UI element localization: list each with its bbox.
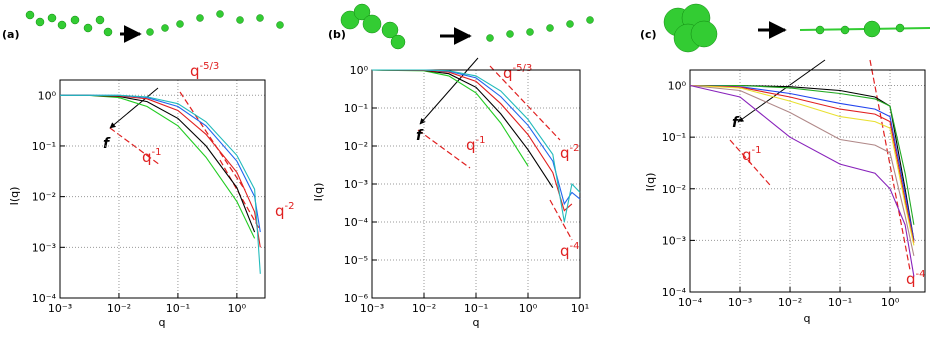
y-tick-label: 10⁻² [662,183,686,196]
y-tick-label: 10⁻³ [32,241,56,254]
x-tick-label: 10⁻¹ [166,302,190,315]
y-tick-label: 10⁻¹ [662,131,686,144]
y-axis-label: I(q) [8,187,21,206]
illustrations [25,3,931,53]
series-line [60,94,261,248]
x-tick-label: 10⁰ [881,296,900,309]
annotation-exp: -4 [916,269,926,280]
series-line [690,84,915,241]
annotation-base: q [906,270,916,288]
x-axis-label: q [804,312,811,325]
y-tick-label: 10⁰ [38,89,57,102]
annotation-base: q [560,144,570,162]
annotation-base: q [190,62,200,80]
y-axis-label: I(q) [312,183,325,202]
annotation: f [416,128,424,144]
y-axis-label: I(q) [644,173,657,192]
annotation: q-2 [275,201,295,220]
x-axis-label: q [159,316,166,329]
annotation-base: q [466,136,476,154]
series-line [689,84,915,243]
y-tick-label: 10⁻¹ [344,102,368,115]
series-line [690,84,915,225]
annotation-base: f [416,128,424,144]
series-line [689,84,915,246]
y-tick-label: 10⁻³ [344,178,368,191]
reference-lines [109,59,911,271]
panel-label: (a) [2,28,19,41]
x-tick-label: 10⁰ [519,302,538,315]
annotation: q-1 [142,147,162,166]
x-tick-label: 10⁻² [107,302,131,315]
annotation-base: q [742,146,752,164]
x-tick-label: 10¹ [571,302,589,315]
plot: 10⁻⁴ 10⁻³ 10⁻² 10⁻¹ 10⁰ 10⁻⁴ 10⁻³ 10⁻² 10⁻¹ 10⁰ [662,69,926,309]
x-tick-label: 10⁻² [778,296,802,309]
annotation-exp: -5/3 [200,61,220,72]
x-tick-label: 10⁻³ [48,302,72,315]
annotation: q-4 [906,269,926,288]
annotation: q-1 [466,135,486,154]
series-line [60,94,256,239]
y-tick-label: 10⁻¹ [32,140,56,153]
plot-frame [59,79,266,299]
x-tick-label: 10⁻¹ [464,302,488,315]
y-tick-label: 10⁻⁴ [662,286,687,299]
x-tick-label: 10⁻³ [728,296,752,309]
x-tick-label: 10⁻³ [360,302,384,315]
annotation-base: q [560,242,570,260]
plot: 10⁻³ 10⁻² 10⁻¹ 10⁰ 10¹ 10⁻⁶ 10⁻⁵ 10⁻⁴ 10⁻³ 10⁻² 10… [344,64,589,315]
annotation-exp: -2 [570,143,580,154]
annotation: q-5/3 [503,63,532,82]
y-tick-label: 10⁰ [668,80,687,93]
annotation-exp: -1 [152,147,162,158]
series-line [689,84,915,277]
annotation-base: f [732,115,740,131]
annotation: q-2 [560,143,580,162]
x-tick-label: 10⁻² [412,302,436,315]
panel-label: (c) [640,28,657,41]
y-tick-label: 10⁻² [32,191,56,204]
x-tick-label: 10⁰ [228,302,247,315]
annotation-base: q [142,148,152,166]
annotation: f [103,136,111,152]
annotation-exp: -1 [752,145,762,156]
series-line [689,84,915,257]
plot-frame [371,69,581,299]
annotation: q-1 [742,145,762,164]
x-tick-label: 10⁻¹ [828,296,852,309]
series-line [60,94,261,274]
y-tick-label: 10⁻² [344,140,368,153]
y-tick-label: 10⁻³ [662,234,686,247]
y-tick-label: 10⁻⁴ [32,292,57,305]
y-tick-label: 10⁻⁴ [344,216,369,229]
annotation-exp: -2 [285,201,295,212]
y-tick-label: 10⁻⁶ [344,292,369,305]
y-tick-label: 10⁻⁵ [344,254,368,267]
annotation: q-4 [560,241,580,260]
annotation-base: q [275,202,285,220]
series-line [372,69,581,223]
annotations: f q-5/3 q-1 q-2 f q-5/3 q-1 q-2 q-4 f q-… [103,61,926,288]
x-tick-label: 10⁻⁴ [678,296,703,309]
series-line [689,84,915,241]
annotation-exp: -4 [570,241,580,252]
panel-label: (b) [328,28,346,41]
annotation-exp: -5/3 [513,63,533,74]
series-line [371,69,554,189]
y-tick-label: 10⁰ [350,64,369,77]
annotation-exp: -1 [476,135,486,146]
annotation: f [732,115,740,131]
x-axis-label: q [473,316,480,329]
transition-arrows [120,21,787,45]
annotation-base: q [503,64,513,82]
series-line [371,69,529,167]
annotation: q-5/3 [190,61,219,80]
plot-frame [689,69,926,293]
annotation-base: f [103,136,111,152]
